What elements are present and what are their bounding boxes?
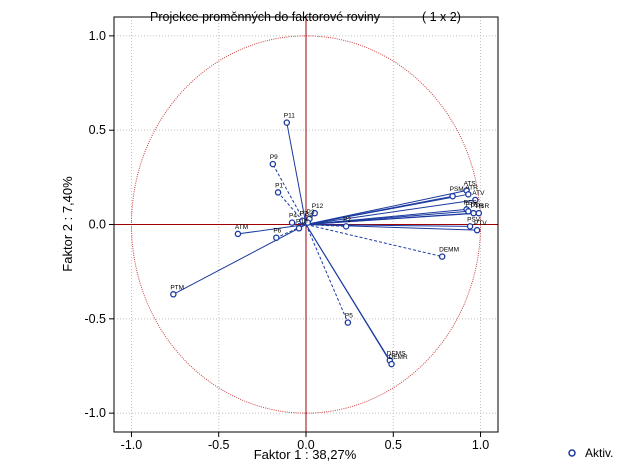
vector-p9: [272, 163, 307, 225]
y-tick-label: 0.0: [89, 218, 106, 232]
point-psv: [466, 223, 474, 230]
point-demr: [388, 360, 395, 368]
legend-marker: [568, 449, 576, 457]
label-atv: ATV: [472, 190, 485, 197]
label-p5: P5: [345, 313, 353, 320]
vector-p11: [286, 122, 307, 225]
vector-ptv: [305, 224, 478, 231]
point-p11: [283, 119, 291, 126]
point-ptm: [170, 291, 177, 298]
point-p4: [288, 219, 296, 226]
point-p9: [269, 160, 277, 168]
x-tick-label: 1.0: [472, 438, 489, 452]
vector-p5: [305, 224, 349, 323]
point-demm: [438, 253, 446, 260]
vector-ats: [305, 190, 467, 225]
y-tick-label: -1.0: [84, 406, 106, 420]
point-atm: [234, 230, 242, 238]
label-p6: P6: [273, 228, 281, 235]
point-psr: [475, 209, 483, 217]
chart-title-suffix: ( 1 x 2): [422, 10, 461, 24]
x-axis-ticks: -1.0 -0.5 0.0 0.5 1.0: [121, 432, 489, 452]
label-atm: ATM: [235, 224, 248, 231]
label-atr: ATR: [465, 184, 478, 191]
legend: Aktiv.: [568, 446, 613, 460]
vector-atr: [305, 193, 469, 225]
vector-psr: [305, 212, 479, 225]
point-ptv: [473, 226, 481, 234]
point-p1: [274, 189, 282, 196]
x-tick-label: -0.5: [208, 438, 230, 452]
vector-psv: [305, 224, 471, 227]
y-tick-label: 1.0: [89, 29, 106, 43]
label-p8: P8: [305, 213, 313, 220]
x-tick-label: -1.0: [121, 438, 143, 452]
point-p8: [304, 219, 311, 226]
point-p6: [273, 234, 280, 241]
label-p11: P11: [284, 113, 295, 120]
label-psv: PSV: [467, 216, 481, 223]
label-pss: PSS: [464, 199, 478, 206]
point-atv: [472, 196, 479, 204]
vector-atv: [305, 199, 476, 225]
x-tick-label: 0.5: [385, 438, 402, 452]
label-p3: P3: [306, 209, 314, 216]
vector-demr: [305, 224, 392, 365]
point-psm: [449, 192, 456, 200]
point-ptr: [470, 209, 477, 217]
label-demm: DEMM: [439, 247, 459, 254]
y-tick-label: 0.5: [89, 123, 106, 137]
label-p10: P10: [296, 218, 308, 225]
vector-demm: [305, 224, 443, 258]
label-ats: ATS: [464, 181, 477, 188]
point-atr: [465, 191, 472, 198]
label-p12: P12: [312, 203, 324, 210]
label-demr: DEMR: [389, 354, 408, 361]
label-p2: P2: [343, 216, 351, 223]
point-p2: [342, 223, 350, 230]
label-p1: P1: [275, 182, 283, 189]
point-p10: [295, 225, 303, 232]
label-ptv: PTV: [474, 220, 487, 227]
legend-label: Aktiv.: [585, 446, 613, 460]
vector-ptm: [173, 224, 307, 295]
label-psm: PSM: [450, 186, 464, 193]
point-p12: [311, 209, 318, 217]
vector-atm: [237, 224, 307, 235]
y-tick-label: -0.5: [84, 312, 106, 326]
label-p9: P9: [270, 154, 278, 161]
chart-title: Projekce proměnných do faktorové roviny: [150, 10, 381, 24]
point-layer: [170, 119, 483, 368]
x-tick-label: 0.0: [297, 438, 314, 452]
label-dems: DEMS: [387, 350, 406, 357]
y-axis-title: Faktor 2 : 7,40%: [60, 176, 75, 272]
y-axis-ticks: -1.0 -0.5 0.0 0.5 1.0: [84, 29, 114, 420]
label-pts: PTS: [465, 201, 478, 208]
x-axis-title: Faktor 1 : 38,27%: [254, 447, 357, 462]
label-psr: PSR: [476, 203, 490, 210]
point-p5: [344, 319, 352, 326]
label-ptr: PTR: [471, 203, 484, 210]
label-p4: P4: [289, 213, 297, 220]
label-p7: P7: [300, 211, 308, 218]
label-ptm: PTM: [170, 284, 184, 291]
